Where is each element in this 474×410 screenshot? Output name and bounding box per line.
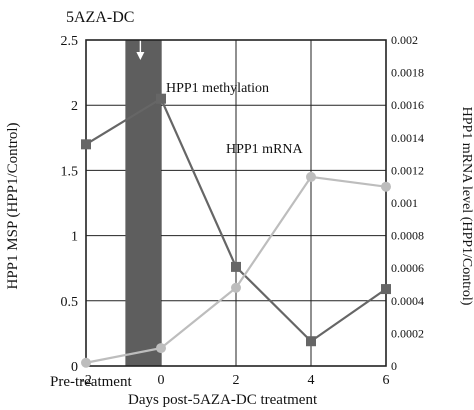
series-1-point-4 [381,181,391,192]
right-y-tick-7: 0.0014 [391,131,424,145]
series-1-point-0 [81,357,91,368]
series-0-point-2 [231,261,241,272]
right-y-tick-4: 0.0008 [391,229,424,243]
right-y-tick-2: 0.0004 [391,294,424,308]
series-0-point-1 [156,93,166,104]
x-tick-labels: -2 0 2 4 6 [80,373,389,388]
right-y-tick-0: 0 [391,359,397,373]
x-tick-2: 2 [233,373,240,388]
series-0-point-4 [381,284,391,295]
treatment-label: 5AZA-DC [66,9,134,26]
right-y-tick-labels: 0 0.0002 0.0004 0.0006 0.0008 0.001 0.0012 0.00… [391,33,424,373]
left-y-axis-title: HPP1 MSP (HPP1/Control) [5,123,21,290]
right-y-tick-3: 0.0006 [391,261,424,275]
x-tick-1: 0 [158,373,165,388]
left-y-tick-3: 1.5 [61,164,79,179]
treatment-period-band [125,40,161,366]
x-axis-title: Days post-5AZA-DC treatment [128,392,318,408]
left-y-tick-4: 2 [71,99,78,114]
series-0-point-0 [81,139,91,150]
treatment-arrow-icon [136,38,145,60]
x-axis-pre-treatment-label: Pre-treatment [50,374,132,390]
right-y-axis-title: HPP1 mRNA level (HPP1/Control) [459,107,474,306]
right-y-tick-1: 0.0002 [391,326,424,340]
left-y-tick-labels: 0 0.5 1 1.5 2 2.5 [61,34,79,375]
right-y-tick-10: 0.002 [391,33,418,47]
series-label-mrna: HPP1 mRNA [226,142,304,157]
arrow-head [136,52,145,60]
x-tick-3: 4 [308,373,315,388]
x-tick-0: -2 [80,373,92,388]
series-0-point-3 [306,336,316,347]
left-y-tick-5: 2.5 [61,34,79,49]
right-y-tick-8: 0.0016 [391,98,424,112]
series-layer [81,93,391,368]
x-tick-4: 6 [383,373,390,388]
series-1-point-3 [306,171,316,182]
left-y-tick-0: 0 [71,360,78,375]
right-y-tick-6: 0.0012 [391,163,424,177]
plot-frame [85,39,387,367]
right-y-tick-5: 0.001 [391,196,418,210]
series-label-methylation: HPP1 methylation [166,81,269,96]
series-1-point-1 [156,343,166,354]
right-y-tick-9: 0.0018 [391,66,424,80]
series-1-point-2 [231,282,241,293]
left-y-tick-1: 0.5 [61,295,79,310]
left-y-tick-2: 1 [71,230,78,245]
